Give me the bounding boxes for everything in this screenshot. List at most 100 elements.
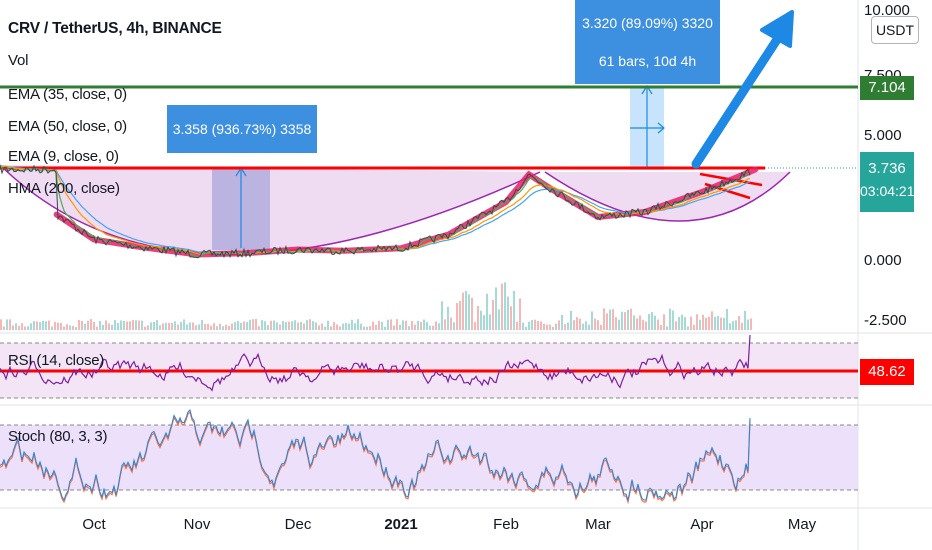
volume-bar — [654, 315, 656, 330]
volume-bar — [726, 308, 728, 330]
legend-rsi[interactable]: RSI (14, close) — [8, 352, 105, 369]
volume-bar — [693, 324, 695, 330]
volume-bar — [339, 326, 341, 330]
volume-bar — [699, 319, 701, 330]
volume-bar — [738, 316, 740, 330]
volume-bar — [609, 309, 611, 330]
volume-bar — [444, 319, 446, 330]
volume-bar — [615, 317, 617, 330]
volume-bar — [246, 322, 248, 330]
volume-bar — [228, 326, 230, 330]
projection-arrow-shaft[interactable] — [691, 33, 783, 169]
volume-bar — [159, 325, 161, 330]
volume-bar — [150, 322, 152, 330]
volume-bar — [708, 316, 710, 330]
volume-bar — [153, 321, 155, 330]
volume-bar — [495, 287, 497, 330]
volume-bar — [420, 321, 422, 330]
volume-bar — [57, 322, 59, 330]
rsi-line — [0, 334, 751, 392]
volume-bar — [270, 320, 272, 330]
volume-bar — [129, 321, 131, 330]
volume-bar — [99, 320, 101, 330]
volume-bar — [432, 325, 434, 330]
volume-bar — [480, 310, 482, 330]
currency-button[interactable]: USDT — [871, 16, 919, 44]
legend-ema50[interactable]: EMA (50, close, 0) — [8, 118, 127, 135]
price-series — [0, 164, 759, 259]
volume-bar — [657, 319, 659, 330]
volume-bar — [330, 326, 332, 330]
volume-bar — [567, 322, 569, 330]
volume-bar — [540, 321, 542, 330]
volume-bar — [306, 320, 308, 330]
volume-bar — [243, 321, 245, 330]
volume-bar — [135, 320, 137, 330]
legend-ema9[interactable]: EMA (9, close, 0) — [8, 148, 119, 165]
volume-bars — [0, 282, 752, 330]
volume-bar — [195, 325, 197, 330]
volume-bar — [417, 320, 419, 330]
volume-bar — [333, 322, 335, 330]
chart-title[interactable]: CRV / TetherUS, 4h, BINANCE — [8, 20, 222, 37]
volume-bar — [522, 322, 524, 330]
volume-bar — [669, 308, 671, 330]
volume-bar — [402, 320, 404, 330]
volume-bar — [147, 325, 149, 330]
stoch-band — [0, 425, 858, 490]
volume-bar — [423, 319, 425, 330]
volume-bar — [213, 323, 215, 330]
volume-bar — [132, 320, 134, 330]
volume-bar — [750, 318, 752, 330]
volume-bar — [498, 309, 500, 330]
measure-box-right: 3.320 (89.09%) 3320 61 bars, 10d 4h — [575, 0, 720, 84]
volume-bar — [249, 319, 251, 330]
volume-bar — [363, 326, 365, 330]
time-label: Feb — [493, 516, 519, 533]
volume-bar — [111, 324, 113, 330]
volume-bar — [123, 320, 125, 330]
legend-hma[interactable]: HMA (200, close) — [8, 180, 120, 197]
time-label: Oct — [82, 516, 106, 533]
price-tick: 10.000 — [864, 2, 910, 19]
volume-bar — [453, 322, 455, 330]
volume-bar — [630, 308, 632, 330]
volume-bar — [120, 320, 122, 330]
volume-bar — [69, 325, 71, 330]
volume-bar — [624, 312, 626, 330]
volume-bar — [201, 320, 203, 330]
volume-bar — [30, 323, 32, 330]
volume-bar — [294, 320, 296, 330]
volume-bar — [105, 320, 107, 330]
volume-bar — [360, 323, 362, 330]
volume-bar — [405, 320, 407, 330]
legend-ema35[interactable]: EMA (35, close, 0) — [8, 86, 127, 103]
volume-bar — [606, 313, 608, 330]
volume-bar — [174, 321, 176, 330]
volume-bar — [399, 324, 401, 330]
volume-bar — [462, 292, 464, 330]
volume-bar — [165, 322, 167, 330]
volume-bar — [510, 306, 512, 330]
volume-bar — [546, 324, 548, 330]
volume-bar — [267, 325, 269, 330]
legend-vol[interactable]: Vol — [8, 52, 29, 69]
last-price-value: 3.736 — [868, 160, 906, 177]
volume-bar — [513, 290, 515, 330]
volume-bar — [255, 319, 257, 330]
volume-bar — [618, 319, 620, 330]
volume-bar — [126, 321, 128, 330]
volume-bar — [93, 321, 95, 330]
time-label: Mar — [585, 516, 611, 533]
volume-bar — [687, 326, 689, 330]
rsi-series — [0, 334, 751, 392]
volume-bar — [282, 321, 284, 330]
legend-stoch[interactable]: Stoch (80, 3, 3) — [8, 428, 108, 445]
volume-bar — [723, 317, 725, 330]
volume-bar — [414, 324, 416, 330]
measure-hz-arrow — [630, 122, 665, 134]
volume-bar — [3, 326, 5, 330]
volume-bar — [648, 314, 650, 330]
volume-bar — [252, 319, 254, 330]
